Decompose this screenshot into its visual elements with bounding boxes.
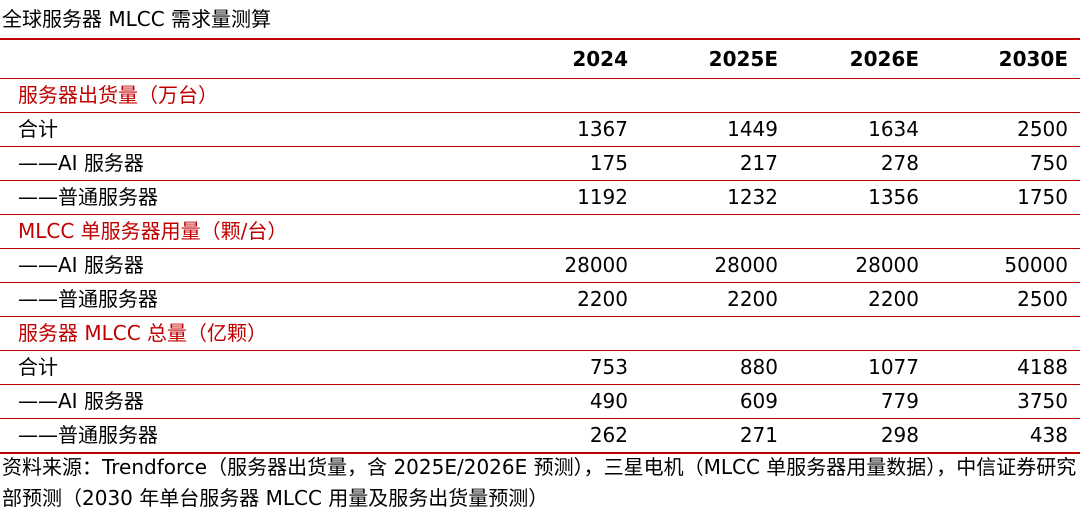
cell-value: 1077 — [790, 350, 931, 385]
row-label: ——普通服务器 — [0, 418, 480, 454]
section-heading: 服务器 MLCC 总量（亿颗） — [0, 316, 1080, 351]
cell-value: 609 — [640, 384, 790, 419]
cell-value: 750 — [931, 146, 1080, 181]
row-label: ——AI 服务器 — [0, 248, 480, 283]
cell-value: 298 — [790, 418, 931, 454]
cell-value: 2500 — [931, 282, 1080, 317]
cell-value: 175 — [480, 146, 640, 181]
row-label: ——普通服务器 — [0, 282, 480, 317]
section-heading-row: 服务器出货量（万台） — [0, 78, 1080, 113]
cell-value: 438 — [931, 418, 1080, 454]
table-row: 合计 753 880 1077 4188 — [0, 350, 1080, 385]
row-label: ——普通服务器 — [0, 180, 480, 215]
section-heading-row: 服务器 MLCC 总量（亿颗） — [0, 316, 1080, 351]
header-cell-label — [0, 38, 480, 79]
row-label: 合计 — [0, 112, 480, 147]
row-label: ——AI 服务器 — [0, 146, 480, 181]
cell-value: 4188 — [931, 350, 1080, 385]
cell-value: 50000 — [931, 248, 1080, 283]
cell-value: 2200 — [790, 282, 931, 317]
cell-value: 28000 — [640, 248, 790, 283]
mlcc-demand-table: 2024 2025E 2026E 2030E 服务器出货量（万台） 合计 136… — [0, 38, 1080, 454]
cell-value: 880 — [640, 350, 790, 385]
table-row: 合计 1367 1449 1634 2500 — [0, 112, 1080, 147]
cell-value: 1449 — [640, 112, 790, 147]
header-cell-2030e: 2030E — [931, 38, 1080, 79]
cell-value: 3750 — [931, 384, 1080, 419]
cell-value: 2200 — [480, 282, 640, 317]
cell-value: 271 — [640, 418, 790, 454]
table-row: ——普通服务器 2200 2200 2200 2500 — [0, 282, 1080, 317]
cell-value: 1192 — [480, 180, 640, 215]
header-cell-2026e: 2026E — [790, 38, 931, 79]
cell-value: 753 — [480, 350, 640, 385]
cell-value: 28000 — [480, 248, 640, 283]
table-row: ——AI 服务器 28000 28000 28000 50000 — [0, 248, 1080, 283]
cell-value: 217 — [640, 146, 790, 181]
source-note: 资料来源：Trendforce（服务器出货量，含 2025E/2026E 预测）… — [2, 455, 1077, 510]
cell-value: 779 — [790, 384, 931, 419]
cell-value: 490 — [480, 384, 640, 419]
header-row: 2024 2025E 2026E 2030E — [0, 38, 1080, 79]
table-row: ——普通服务器 262 271 298 438 — [0, 418, 1080, 454]
cell-value: 278 — [790, 146, 931, 181]
cell-value: 1356 — [790, 180, 931, 215]
cell-value: 262 — [480, 418, 640, 454]
cell-value: 28000 — [790, 248, 931, 283]
table-row: ——AI 服务器 175 217 278 750 — [0, 146, 1080, 181]
cell-value: 1750 — [931, 180, 1080, 215]
cell-value: 2200 — [640, 282, 790, 317]
header-cell-2024: 2024 — [480, 38, 640, 79]
row-label: 合计 — [0, 350, 480, 385]
cell-value: 1232 — [640, 180, 790, 215]
section-heading: 服务器出货量（万台） — [0, 78, 1080, 113]
table-title: 全球服务器 MLCC 需求量测算 — [2, 7, 272, 31]
table-row: ——AI 服务器 490 609 779 3750 — [0, 384, 1080, 419]
cell-value: 2500 — [931, 112, 1080, 147]
cell-value: 1367 — [480, 112, 640, 147]
row-label: ——AI 服务器 — [0, 384, 480, 419]
table-row: ——普通服务器 1192 1232 1356 1750 — [0, 180, 1080, 215]
section-heading: MLCC 单服务器用量（颗/台） — [0, 214, 1080, 249]
section-heading-row: MLCC 单服务器用量（颗/台） — [0, 214, 1080, 249]
cell-value: 1634 — [790, 112, 931, 147]
header-cell-2025e: 2025E — [640, 38, 790, 79]
